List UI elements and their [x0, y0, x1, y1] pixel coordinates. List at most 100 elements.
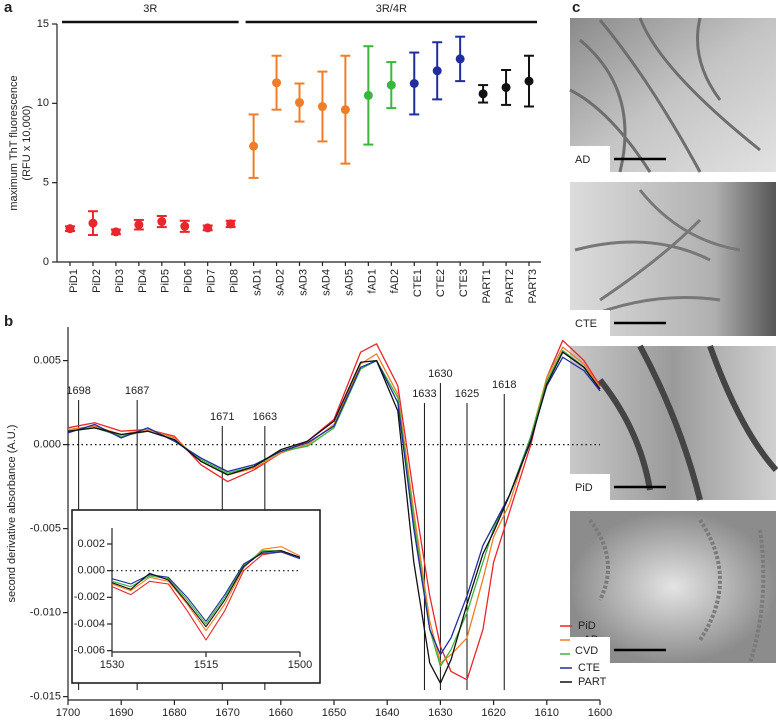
x-tick-label: CTE3	[458, 269, 470, 297]
y-tick-label: -0.006	[74, 645, 105, 657]
marker-label: 1618	[492, 379, 516, 391]
marker-label: 1633	[412, 388, 436, 400]
spectrum-line	[67, 351, 601, 684]
group-label: 3R	[143, 3, 157, 15]
x-tick-label: PART3	[527, 269, 539, 303]
dot	[157, 217, 167, 227]
legend-label: PiD	[578, 620, 596, 632]
dot	[478, 89, 488, 99]
x-tick-label: PART2	[504, 269, 516, 303]
x-tick-label: 1500	[288, 659, 312, 671]
dot	[65, 224, 75, 234]
dot	[363, 90, 373, 100]
marker-label: 1698	[66, 385, 90, 397]
dot	[432, 66, 442, 76]
x-tick-label: sAD5	[343, 269, 355, 296]
spectrum-line	[111, 551, 301, 641]
fibrils	[597, 344, 778, 501]
x-tick-label: 1530	[100, 659, 124, 671]
spectrum-line	[111, 550, 301, 628]
spectrum-line	[111, 550, 301, 625]
x-tick-label: fAD1	[366, 269, 378, 293]
dot	[88, 218, 98, 228]
marker-label: 1625	[455, 388, 479, 400]
x-tick-label: 1700	[56, 707, 80, 719]
x-tick-label: fAD2	[389, 269, 401, 293]
legend-label: CTE	[578, 662, 600, 674]
x-tick-label: 1680	[162, 707, 186, 719]
image-label-box	[570, 310, 610, 336]
marker-label: 1630	[428, 368, 452, 380]
x-tick-label: 1660	[269, 707, 293, 719]
y-tick-label: -0.015	[30, 691, 61, 703]
y-tick-label: 0	[43, 256, 49, 268]
dot	[180, 221, 190, 231]
x-tick-label: 1670	[215, 707, 239, 719]
x-tick-label: PiD3	[114, 269, 126, 293]
x-tick-label: CTE1	[412, 269, 424, 297]
dot	[409, 79, 419, 88]
dot	[203, 223, 213, 233]
x-tick-label: PiD4	[137, 269, 149, 293]
y-tick-label: -0.004	[74, 618, 105, 630]
x-tick-label: PiD7	[206, 269, 218, 293]
x-tick-label: PiD1	[68, 269, 80, 293]
y-tick-label: 10	[37, 97, 49, 109]
dot	[501, 82, 511, 92]
dot	[134, 220, 144, 230]
y-tick-label: 0.002	[77, 538, 105, 550]
dot	[317, 102, 327, 112]
fibrils	[574, 189, 741, 322]
x-tick-label: sAD2	[274, 269, 286, 296]
dot	[111, 227, 121, 237]
inset-frame	[71, 509, 321, 684]
marker-label: 1663	[253, 411, 277, 423]
marker-label: 1671	[210, 411, 234, 423]
y-tick-label: -0.005	[30, 523, 61, 535]
x-tick-label: 1640	[375, 707, 399, 719]
x-tick-label: PART1	[481, 269, 493, 303]
y-tick-label: 0.005	[33, 355, 61, 367]
dot	[455, 54, 465, 64]
image-label-box	[570, 637, 610, 663]
x-tick-label: 1630	[428, 707, 452, 719]
aggregates	[588, 518, 766, 664]
image-label-box	[570, 474, 610, 500]
image-label: AD	[575, 154, 590, 166]
dot	[386, 80, 396, 90]
x-tick-label: PiD2	[91, 269, 103, 293]
dot	[226, 219, 236, 229]
dot	[272, 78, 282, 88]
x-tick-label: sAD4	[320, 269, 332, 296]
x-tick-label: sAD1	[252, 269, 264, 296]
x-tick-label: 1515	[194, 659, 218, 671]
dot	[295, 98, 304, 108]
x-tick-label: PiD6	[183, 269, 195, 293]
y-tick-label: -0.010	[30, 607, 61, 619]
dot	[249, 141, 259, 151]
panel-label: a	[4, 0, 13, 16]
image-label: CVD	[575, 645, 598, 657]
dot	[524, 76, 534, 86]
panel-label: c	[572, 0, 580, 16]
y-tick-label: 5	[43, 177, 49, 189]
spectrum-line	[111, 546, 301, 632]
image-label-box	[570, 146, 610, 172]
x-tick-label: 1620	[481, 707, 505, 719]
y-tick-label: 15	[37, 18, 49, 30]
x-tick-label: PiD8	[229, 269, 241, 293]
legend-label: PART	[578, 676, 607, 688]
fibrils	[569, 17, 761, 173]
x-tick-label: PiD5	[160, 269, 172, 293]
y-axis-label: (RFU x 10,000)	[21, 105, 33, 180]
group-label: 3R/4R	[376, 3, 407, 15]
y-tick-label: 0.000	[33, 439, 61, 451]
image-label: CTE	[575, 318, 597, 330]
panel-label: b	[4, 313, 13, 330]
x-tick-label: CTE2	[435, 269, 447, 297]
image-label: PiD	[575, 482, 593, 494]
spectrum-line	[111, 551, 301, 622]
x-tick-label: 1650	[322, 707, 346, 719]
x-tick-label: 1690	[109, 707, 133, 719]
